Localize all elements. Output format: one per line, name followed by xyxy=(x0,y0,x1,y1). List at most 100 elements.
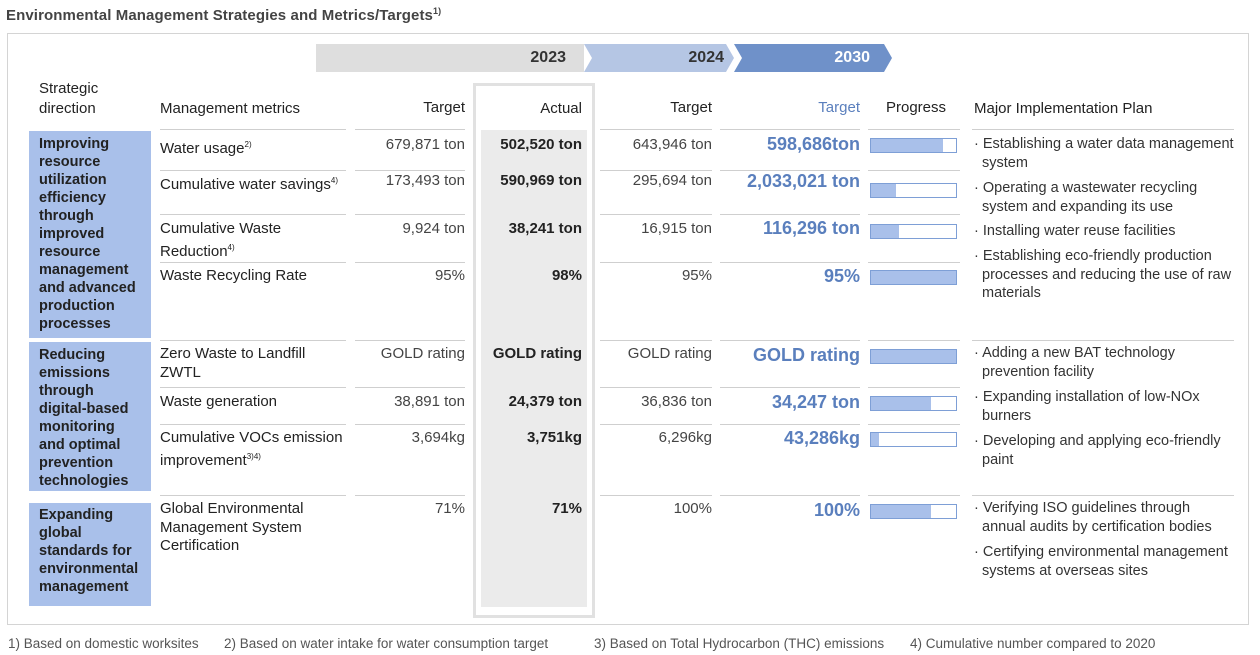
header-management-metrics: Management metrics xyxy=(160,100,301,117)
footnote: 1) Based on domestic worksites xyxy=(8,636,199,651)
header-target-2023: Target xyxy=(423,99,465,116)
metric-global-ems-certification: Global Environmental Management System C… xyxy=(160,500,304,554)
divider xyxy=(720,129,860,130)
actual-2023-zwtl: GOLD rating xyxy=(492,345,582,362)
divider xyxy=(160,262,346,263)
header-progress: Progress xyxy=(886,99,947,116)
progress-bar xyxy=(870,504,957,519)
target-2030-vocs: 43,286kg xyxy=(783,428,860,448)
actual-2023-waste-generation: 24,379 ton xyxy=(508,393,582,410)
target-2024-water-savings: 295,694 ton xyxy=(632,172,712,189)
divider xyxy=(720,262,860,263)
divider xyxy=(720,170,860,171)
progress-bar xyxy=(870,183,957,198)
plan-item: · Operating a wastewater recycling syste… xyxy=(974,180,1198,215)
header-target-2030: Target xyxy=(818,99,860,116)
divider xyxy=(600,214,712,215)
divider xyxy=(355,340,465,341)
target-2030-waste-reduction: 116,296 ton xyxy=(762,218,860,238)
target-2023-recycling-rate: 95% xyxy=(434,267,465,284)
metric-waste-recycling-rate: Waste Recycling Rate xyxy=(160,267,307,284)
divider xyxy=(160,387,346,388)
divider xyxy=(355,424,465,425)
target-2030-water-usage: 598,686ton xyxy=(766,134,860,154)
divider xyxy=(720,424,860,425)
divider xyxy=(600,387,712,388)
plan-item: · Establishing a water data management s… xyxy=(974,136,1234,171)
metric-cumulative-water-savings: Cumulative water savings4) xyxy=(160,176,339,193)
progress-fill xyxy=(871,271,956,284)
divider xyxy=(355,170,465,171)
progress-bar xyxy=(870,349,957,364)
target-2030-water-savings: 2,033,021 ton xyxy=(746,171,860,191)
target-2024-water-usage: 643,946 ton xyxy=(632,136,712,153)
divider xyxy=(160,214,346,215)
actual-2023-ems: 71% xyxy=(551,500,582,517)
target-2023-waste-reduction: 9,924 ton xyxy=(402,220,465,237)
header-plan: Major Implementation Plan xyxy=(974,100,1153,117)
plan-item: · Adding a new BAT technology prevention… xyxy=(974,345,1175,380)
metric-zero-waste-landfill: Zero Waste to Landfill ZWTL xyxy=(160,345,306,381)
target-2024-waste-reduction: 16,915 ton xyxy=(641,220,712,237)
divider xyxy=(160,340,346,341)
progress-bar xyxy=(870,270,957,285)
actual-2023-water-savings: 590,969 ton xyxy=(500,172,582,189)
divider xyxy=(600,340,712,341)
divider xyxy=(868,129,960,130)
target-2024-ems: 100% xyxy=(673,500,712,517)
divider xyxy=(355,495,465,496)
progress-fill xyxy=(871,350,956,363)
year-2030-banner: 2030 xyxy=(734,44,892,72)
progress-bar xyxy=(870,138,957,153)
progress-bar xyxy=(870,432,957,447)
divider xyxy=(160,495,346,496)
plan-item: · Developing and applying eco-friendly p… xyxy=(974,433,1221,468)
plan-item: · Installing water reuse facilities xyxy=(974,223,1176,239)
plan-item: · Certifying environmental management sy… xyxy=(974,544,1228,579)
target-2024-zwtl: GOLD rating xyxy=(627,345,712,362)
divider xyxy=(600,424,712,425)
header-strategic-direction: Strategic direction xyxy=(39,80,99,117)
plan-item: · Expanding installation of low-NOx burn… xyxy=(974,389,1200,424)
header-target-2024: Target xyxy=(670,99,712,116)
progress-fill xyxy=(871,433,879,446)
target-2024-waste-generation: 36,836 ton xyxy=(641,393,712,410)
target-2023-water-savings: 173,493 ton xyxy=(385,172,465,189)
progress-fill xyxy=(871,505,932,518)
divider xyxy=(355,214,465,215)
year-2024-banner: 2024 xyxy=(584,44,734,72)
divider xyxy=(600,495,712,496)
divider xyxy=(600,129,712,130)
progress-fill xyxy=(871,225,900,238)
divider xyxy=(868,387,960,388)
divider xyxy=(868,214,960,215)
divider xyxy=(972,495,1234,496)
target-2024-recycling-rate: 95% xyxy=(681,267,712,284)
divider xyxy=(355,129,465,130)
target-2023-vocs: 3,694kg xyxy=(411,429,465,446)
divider xyxy=(355,262,465,263)
divider xyxy=(868,170,960,171)
divider xyxy=(868,262,960,263)
divider xyxy=(868,340,960,341)
actual-2023-waste-reduction: 38,241 ton xyxy=(508,220,582,237)
divider xyxy=(160,170,346,171)
actual-column-shade xyxy=(481,130,587,607)
actual-2023-water-usage: 502,520 ton xyxy=(500,136,582,153)
target-2030-ems: 100% xyxy=(813,500,860,520)
target-2023-waste-generation: 38,891 ton xyxy=(394,393,465,410)
progress-bar xyxy=(870,224,957,239)
target-2024-vocs: 6,296kg xyxy=(658,429,712,446)
direction-global-standards: Expanding global standards for environme… xyxy=(29,503,151,606)
divider xyxy=(720,214,860,215)
header-actual-2023: Actual xyxy=(540,100,582,117)
page-title: Environmental Management Strategies and … xyxy=(6,6,442,24)
divider xyxy=(355,387,465,388)
progress-fill xyxy=(871,397,932,410)
divider xyxy=(160,424,346,425)
metric-cumulative-waste-reduction: Cumulative Waste Reduction4) xyxy=(160,220,282,260)
progress-fill xyxy=(871,139,944,152)
direction-resource-efficiency: Improving resource utilization efficienc… xyxy=(29,131,151,338)
actual-2023-recycling-rate: 98% xyxy=(551,267,582,284)
metric-vocs-emission: Cumulative VOCs emission improvement3)4) xyxy=(160,429,343,469)
